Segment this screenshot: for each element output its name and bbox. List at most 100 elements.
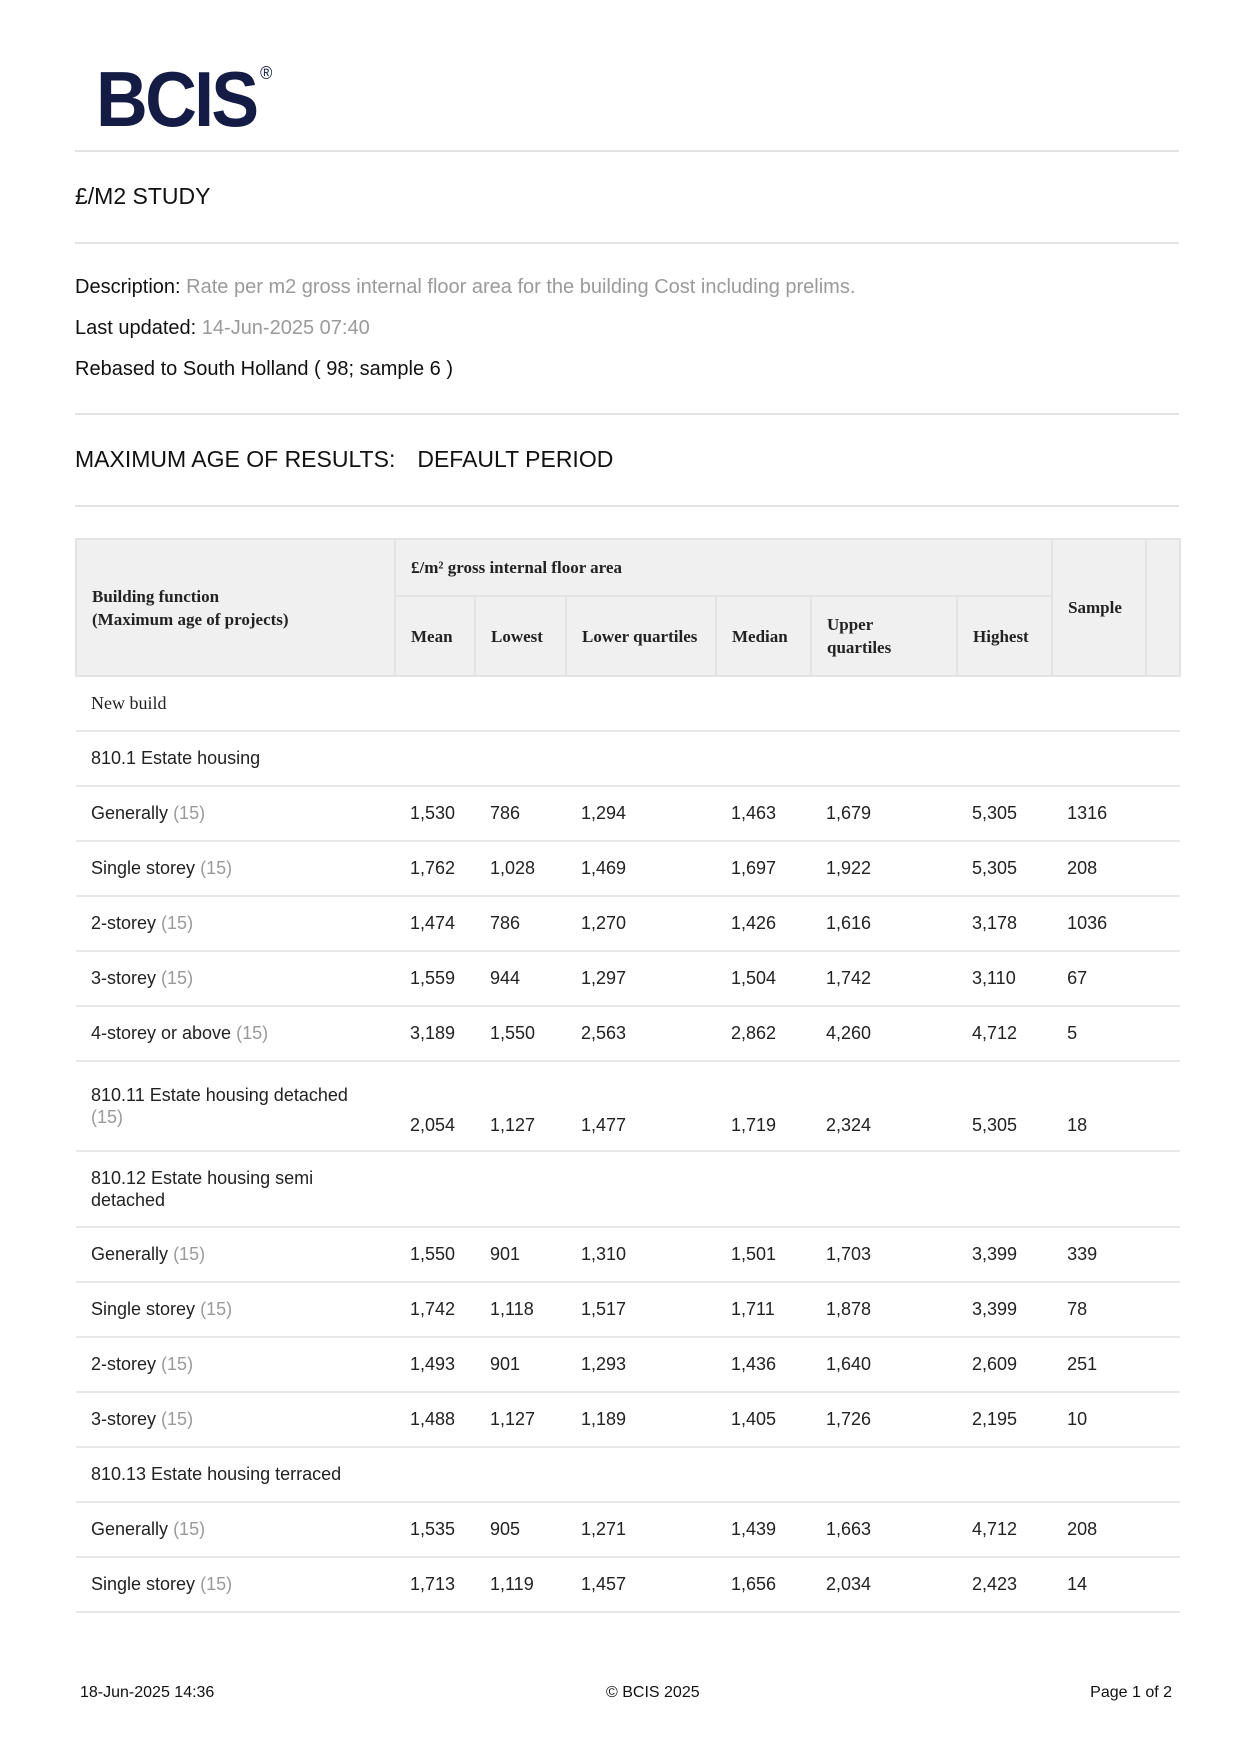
cell-value: 1,742 [395, 1282, 475, 1338]
divider [75, 150, 1179, 152]
cell-value: 3,399 [957, 1282, 1053, 1338]
header-lowest: Lowest [474, 595, 567, 677]
age-note: (15) [161, 1354, 194, 1374]
table-row: 2-storey (15) 1,474 786 1,270 1,426 1,616 3,17… [76, 896, 1181, 952]
cell-value: 1,713 [395, 1557, 475, 1613]
page-title: £/M2 STUDY [75, 183, 211, 209]
cell-value: 10 [1052, 1392, 1147, 1448]
cell-value: 1,477 [566, 1061, 716, 1152]
cell-value: 4,712 [957, 1006, 1053, 1062]
table-row: 4-storey or above (15) 3,189 1,550 2,563 2,8… [76, 1006, 1181, 1062]
cell-value: 2,034 [811, 1557, 957, 1613]
cell-value: 1,640 [811, 1337, 957, 1393]
cell-value: 1,457 [566, 1557, 716, 1613]
cell-value: 208 [1052, 841, 1147, 897]
cell-value: 1,550 [475, 1006, 566, 1062]
table-row: Single storey (15) 1,742 1,118 1,517 1,711 1,… [76, 1282, 1181, 1338]
description: Description: Rate per m2 gross internal … [75, 276, 856, 298]
cell-value: 5,305 [957, 1061, 1053, 1152]
cell-value: 3,110 [957, 951, 1053, 1007]
row-label: Generally (15) [76, 786, 395, 842]
cell-value: 1,310 [566, 1227, 716, 1283]
header-highest: Highest [955, 595, 1054, 677]
print-date: 18-Jun-2025 14:36 [80, 1684, 215, 1701]
cell-value: 901 [475, 1337, 566, 1393]
page-number: Page 1 of 2 [1090, 1684, 1172, 1701]
cell-value: 5,305 [957, 841, 1053, 897]
age-note: (15) [161, 913, 194, 933]
cell-value: 1,436 [716, 1337, 811, 1393]
cell-value: 1,271 [566, 1502, 716, 1558]
header-lower-quartiles: Lower quartiles [565, 595, 717, 677]
cell-value: 2,423 [957, 1557, 1053, 1613]
cell-value: 14 [1052, 1557, 1147, 1613]
age-note: (15) [161, 1409, 194, 1429]
age-note: (15) [173, 1244, 206, 1264]
row-label: Generally (15) [76, 1227, 395, 1283]
cell-value: 1,504 [716, 951, 811, 1007]
cell-value: 2,862 [716, 1006, 811, 1062]
cell-value: 5 [1052, 1006, 1147, 1062]
cell-value: 905 [475, 1502, 566, 1558]
cell-value: 1,726 [811, 1392, 957, 1448]
cell-value: 1,297 [566, 951, 716, 1007]
table-row: 810.1 Estate housing [76, 731, 1181, 787]
table-row: Single storey (15) 1,713 1,119 1,457 1,656 2,… [76, 1557, 1181, 1613]
cell-value: 1,719 [716, 1061, 811, 1152]
cell-value: 1,405 [716, 1392, 811, 1448]
cell-value: 1,463 [716, 786, 811, 842]
table-row: 810.13 Estate housing terraced [76, 1447, 1181, 1503]
section-label: New build [76, 676, 1181, 732]
row-label: 4-storey or above (15) [76, 1006, 395, 1062]
cell-value: 1,474 [395, 896, 475, 952]
cell-value: 1,663 [811, 1502, 957, 1558]
cell-value: 339 [1052, 1227, 1147, 1283]
row-label: 810.11 Estate housing detached (15) [76, 1061, 395, 1152]
row-label: Single storey (15) [76, 1282, 395, 1338]
cell-value: 5,305 [957, 786, 1053, 842]
age-note: (15) [200, 1299, 233, 1319]
age-note: (15) [236, 1023, 269, 1043]
cell-value: 18 [1052, 1061, 1147, 1152]
row-label: 2-storey (15) [76, 896, 395, 952]
header-group: £/m² gross internal floor area [393, 538, 1054, 597]
header-median: Median [715, 595, 812, 677]
cell-value: 1,762 [395, 841, 475, 897]
header-building-function: Building function (Maximum age of project… [75, 538, 396, 677]
cell-value: 3,189 [395, 1006, 475, 1062]
table-row: New build [76, 676, 1181, 732]
cell-value: 1,493 [395, 1337, 475, 1393]
cell-value: 1,294 [566, 786, 716, 842]
table-row: 3-storey (15) 1,488 1,127 1,189 1,405 1,726 2,… [76, 1392, 1181, 1448]
age-note: (15) [161, 968, 194, 988]
table-row: Generally (15) 1,530 786 1,294 1,463 1,679 5,3… [76, 786, 1181, 842]
cell-value: 2,609 [957, 1337, 1053, 1393]
rebased-info: Rebased to South Holland ( 98; sample 6 … [75, 358, 453, 380]
cell-value: 1316 [1052, 786, 1147, 842]
cell-value: 1,922 [811, 841, 957, 897]
cell-value: 1,189 [566, 1392, 716, 1448]
cell-value: 1,742 [811, 951, 957, 1007]
row-label: Generally (15) [76, 1502, 395, 1558]
cell-value: 1,878 [811, 1282, 957, 1338]
divider [75, 413, 1179, 415]
cell-value: 901 [475, 1227, 566, 1283]
age-note: (15) [91, 1107, 124, 1127]
cell-value: 2,195 [957, 1392, 1053, 1448]
row-label: Single storey (15) [76, 841, 395, 897]
age-note: (15) [200, 858, 233, 878]
cell-value: 786 [475, 786, 566, 842]
age-note: (15) [200, 1574, 233, 1594]
table-row: Single storey (15) 1,762 1,028 1,469 1,697 1,… [76, 841, 1181, 897]
cell-value: 3,178 [957, 896, 1053, 952]
cell-value: 1,530 [395, 786, 475, 842]
divider [75, 505, 1179, 507]
table-row: Generally (15) 1,550 901 1,310 1,501 1,703 3,3… [76, 1227, 1181, 1283]
cell-value: 1,656 [716, 1557, 811, 1613]
cell-value: 1,426 [716, 896, 811, 952]
table-row: 810.12 Estate housing semi detached [76, 1151, 1181, 1228]
age-note: (15) [173, 803, 206, 823]
table-row: 810.11 Estate housing detached (15) 2,054 1… [76, 1061, 1181, 1152]
cell-value: 4,712 [957, 1502, 1053, 1558]
header-sample: Sample [1051, 538, 1148, 677]
